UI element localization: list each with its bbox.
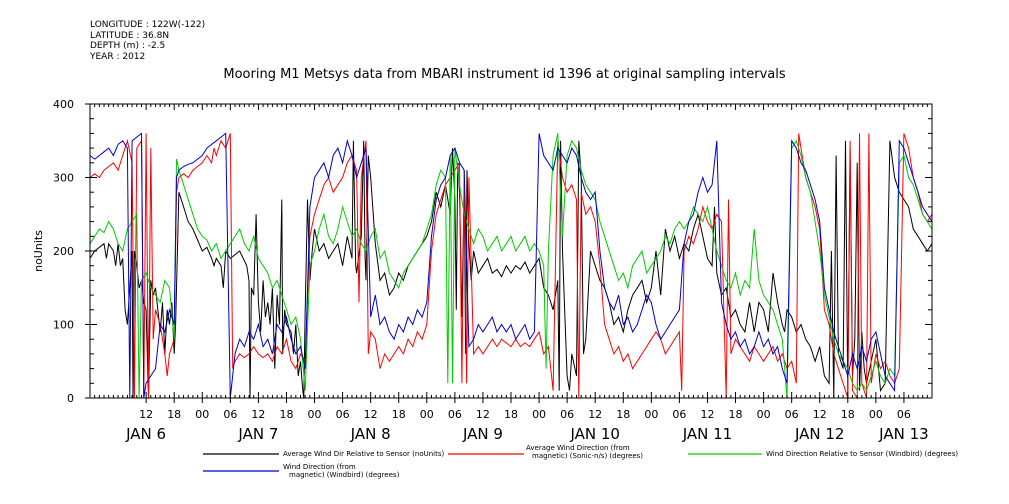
y-tick-label: 400: [53, 98, 74, 111]
series-line-3: [89, 133, 933, 399]
x-day-label: JAN 8: [350, 425, 391, 443]
x-tick-label: 12: [813, 408, 827, 421]
x-tick-label: 12: [588, 408, 602, 421]
x-tick-label: 06: [560, 408, 574, 421]
x-tick-label: 18: [616, 408, 630, 421]
x-day-label: JAN 6: [125, 425, 166, 443]
longitude-label: LONGITUDE : 122W(-122): [90, 20, 206, 30]
y-tick-label: 100: [53, 319, 74, 332]
x-tick-label: 12: [364, 408, 378, 421]
x-tick-label: 06: [785, 408, 799, 421]
x-tick-label: 18: [729, 408, 743, 421]
x-tick-label: 00: [420, 408, 434, 421]
x-tick-label: 12: [476, 408, 490, 421]
x-tick-label: 18: [167, 408, 181, 421]
legend-label-1: Average Wind Dir Relative to Sensor (noU…: [283, 450, 444, 458]
x-tick-label: 06: [672, 408, 686, 421]
x-tick-label: 00: [757, 408, 771, 421]
latitude-label: LATITUDE : 36.8N: [90, 30, 170, 41]
x-day-label: JAN 13: [878, 425, 929, 443]
x-tick-label: 18: [841, 408, 855, 421]
x-tick-label: 00: [644, 408, 658, 421]
x-tick-label: 12: [139, 408, 153, 421]
plot-lines: [89, 132, 933, 400]
x-tick-label: 06: [336, 408, 350, 421]
axes: 12 18 00 06 12 18 00 06 12 18 00 06 12 18 00 06 12 18 00 06…: [53, 98, 933, 443]
series-line-1: [89, 140, 933, 399]
x-tick-label: 06: [448, 408, 462, 421]
legend-label-2: Average Wind Direction (from: [526, 444, 630, 452]
y-axis-label: noUnits: [32, 230, 45, 272]
x-day-label: JAN 9: [462, 425, 503, 443]
legend-label-4: magnetic) (Windbird) (degrees): [289, 471, 400, 479]
x-day-label: JAN 10: [569, 425, 620, 443]
y-tick-label: 300: [53, 172, 74, 185]
plot-frame: [89, 103, 933, 399]
metadata-block: LONGITUDE : 122W(-122) LATITUDE : 36.8N …: [90, 20, 205, 62]
x-tick-label: 00: [532, 408, 546, 421]
x-day-label: JAN 7: [237, 425, 278, 443]
x-tick-label: 00: [308, 408, 322, 421]
x-tick-label: 18: [392, 408, 406, 421]
y-tick-label: 200: [53, 245, 74, 258]
x-tick-label: 12: [700, 408, 714, 421]
x-tick-label: 00: [195, 408, 209, 421]
legend-label-4: Wind Direction (from: [283, 463, 356, 471]
x-day-label: JAN 11: [682, 425, 733, 443]
x-tick-label: 18: [279, 408, 293, 421]
x-tick-label: 06: [223, 408, 237, 421]
x-day-label: JAN 12: [794, 425, 845, 443]
legend-label-2: magnetic) (Sonic-n/s) (degrees): [532, 452, 643, 460]
chart-title: Mooring M1 Metsys data from MBARI instru…: [223, 67, 786, 82]
year-label: YEAR : 2012: [90, 51, 146, 62]
y-tick-label: 0: [67, 392, 74, 405]
x-tick-label: 12: [251, 408, 265, 421]
depth-label: DEPTH (m) : -2.5: [90, 41, 166, 51]
x-tick-label: 18: [504, 408, 518, 421]
x-tick-label: 00: [869, 408, 883, 421]
series-line-2: [89, 133, 933, 400]
x-tick-label: 06: [897, 408, 911, 421]
legend: Average Wind Dir Relative to Sensor (noU…: [203, 444, 958, 479]
legend-label-3: Wind Direction Relative to Sensor (Windb…: [766, 450, 958, 458]
series-line-4: [89, 132, 933, 399]
